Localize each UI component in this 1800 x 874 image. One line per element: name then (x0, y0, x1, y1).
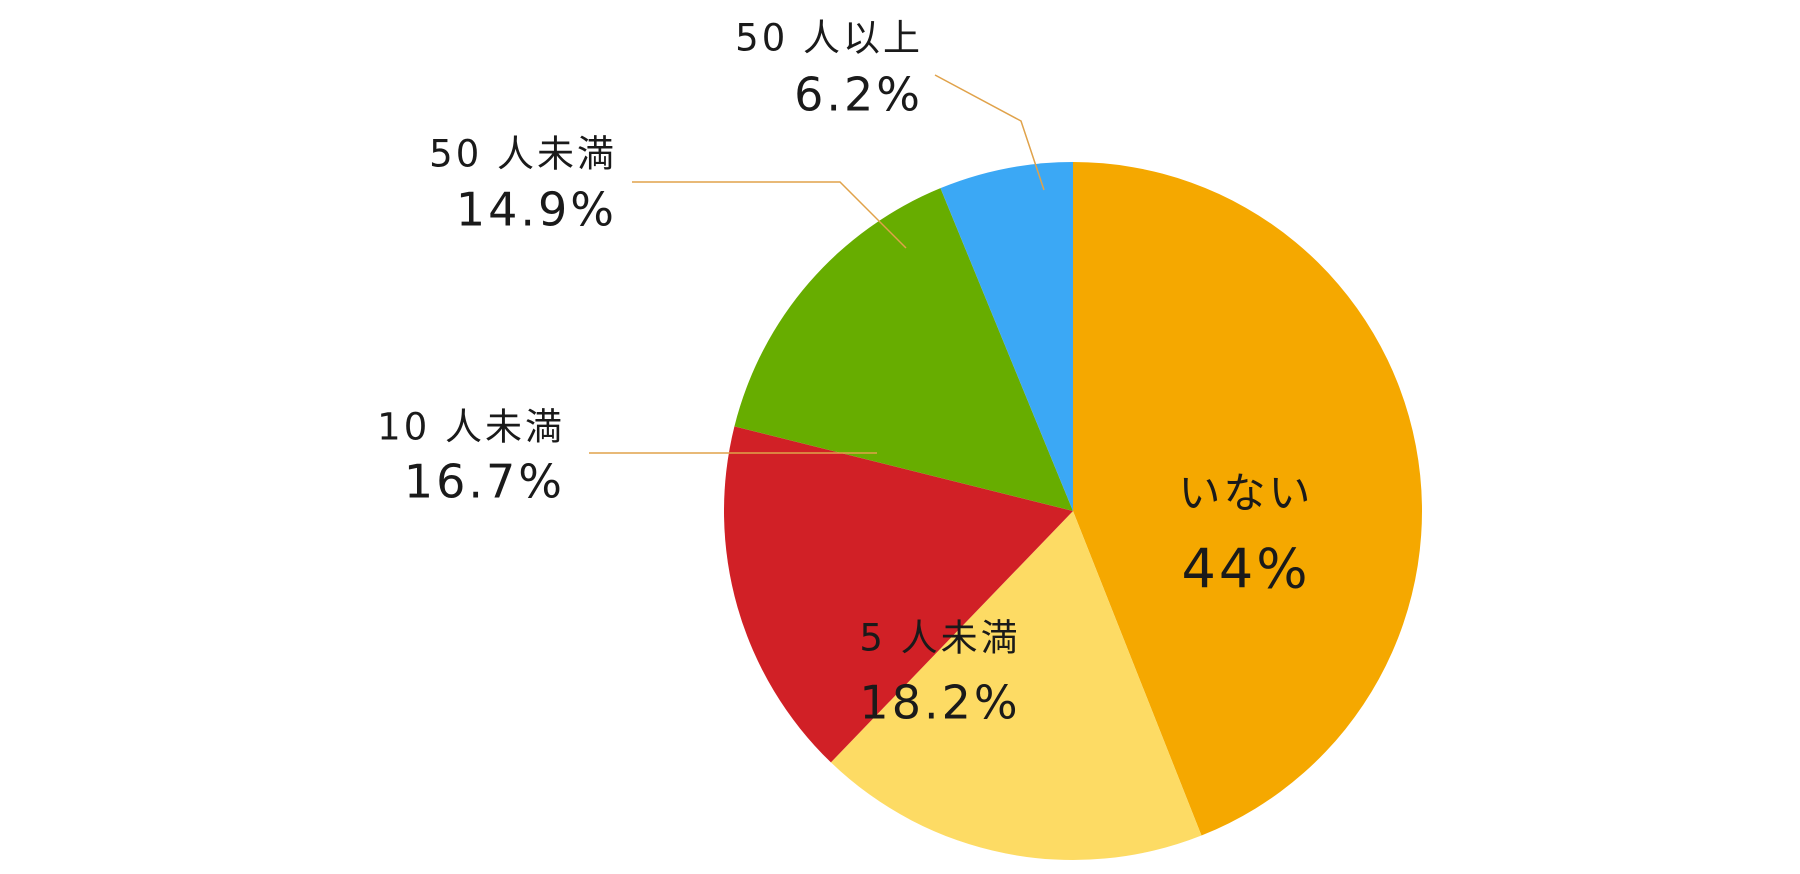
value-label: 14.9% (456, 183, 617, 237)
slice-label: 5 人未満 (859, 617, 1020, 660)
slice-label: 10 人未満 (377, 406, 565, 449)
value-label: 16.7% (404, 455, 565, 509)
value-label: 6.2% (794, 68, 923, 122)
pie-slice (723, 426, 1073, 763)
value-label: 18.2% (859, 676, 1020, 730)
value-label: 44% (1181, 538, 1310, 601)
slice-label: 50 人以上 (735, 17, 923, 60)
slice-label: いない (1178, 469, 1313, 518)
pie-slice (940, 162, 1073, 511)
pie-slice (830, 511, 1202, 860)
leader-line (632, 181, 907, 249)
pie-slice (734, 188, 1073, 511)
leader-line (934, 74, 1045, 191)
slice-label: 50 人未満 (429, 133, 617, 176)
pie-slice (1073, 162, 1423, 836)
